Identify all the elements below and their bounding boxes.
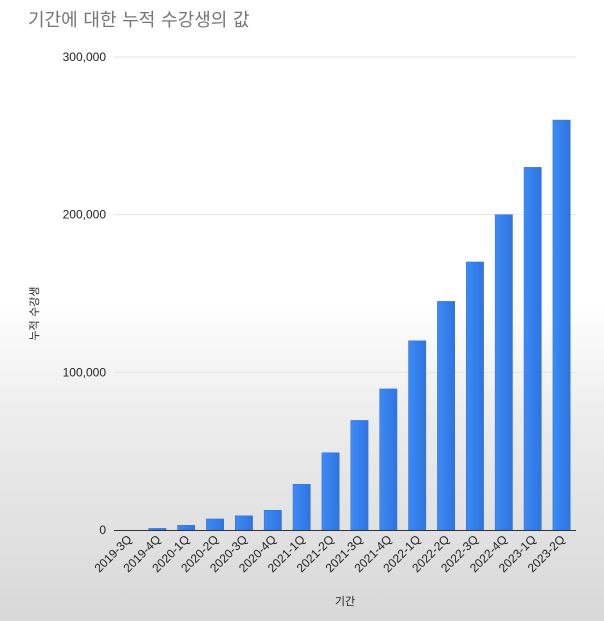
y-axis-ticks: 0 100,000 200,000 300,000 (63, 50, 107, 537)
bar (148, 528, 167, 531)
bar (379, 388, 398, 531)
bar (408, 340, 427, 531)
chart-title: 기간에 대한 누적 수강생의 값 (28, 10, 250, 31)
bar (206, 518, 224, 531)
bar (466, 261, 484, 531)
y-tick-label: 200,000 (63, 208, 107, 222)
bar (523, 167, 542, 531)
y-tick-label: 300,000 (63, 50, 107, 64)
bar (235, 515, 253, 531)
y-tick-label: 100,000 (63, 365, 107, 379)
bar (177, 525, 196, 531)
bars (148, 119, 571, 531)
y-tick-label: 0 (99, 523, 106, 537)
bar (263, 510, 282, 531)
bar (321, 452, 340, 531)
bar (494, 214, 513, 531)
bar (437, 301, 455, 531)
bar (552, 119, 571, 531)
bar (350, 420, 369, 531)
x-axis-ticks: 2019-3Q2019-4Q2020-1Q2020-2Q2020-3Q2020-… (92, 532, 568, 575)
x-axis-title: 기간 (335, 595, 355, 608)
y-axis-title: 누적 수강생 (28, 286, 41, 340)
bar (292, 484, 311, 531)
